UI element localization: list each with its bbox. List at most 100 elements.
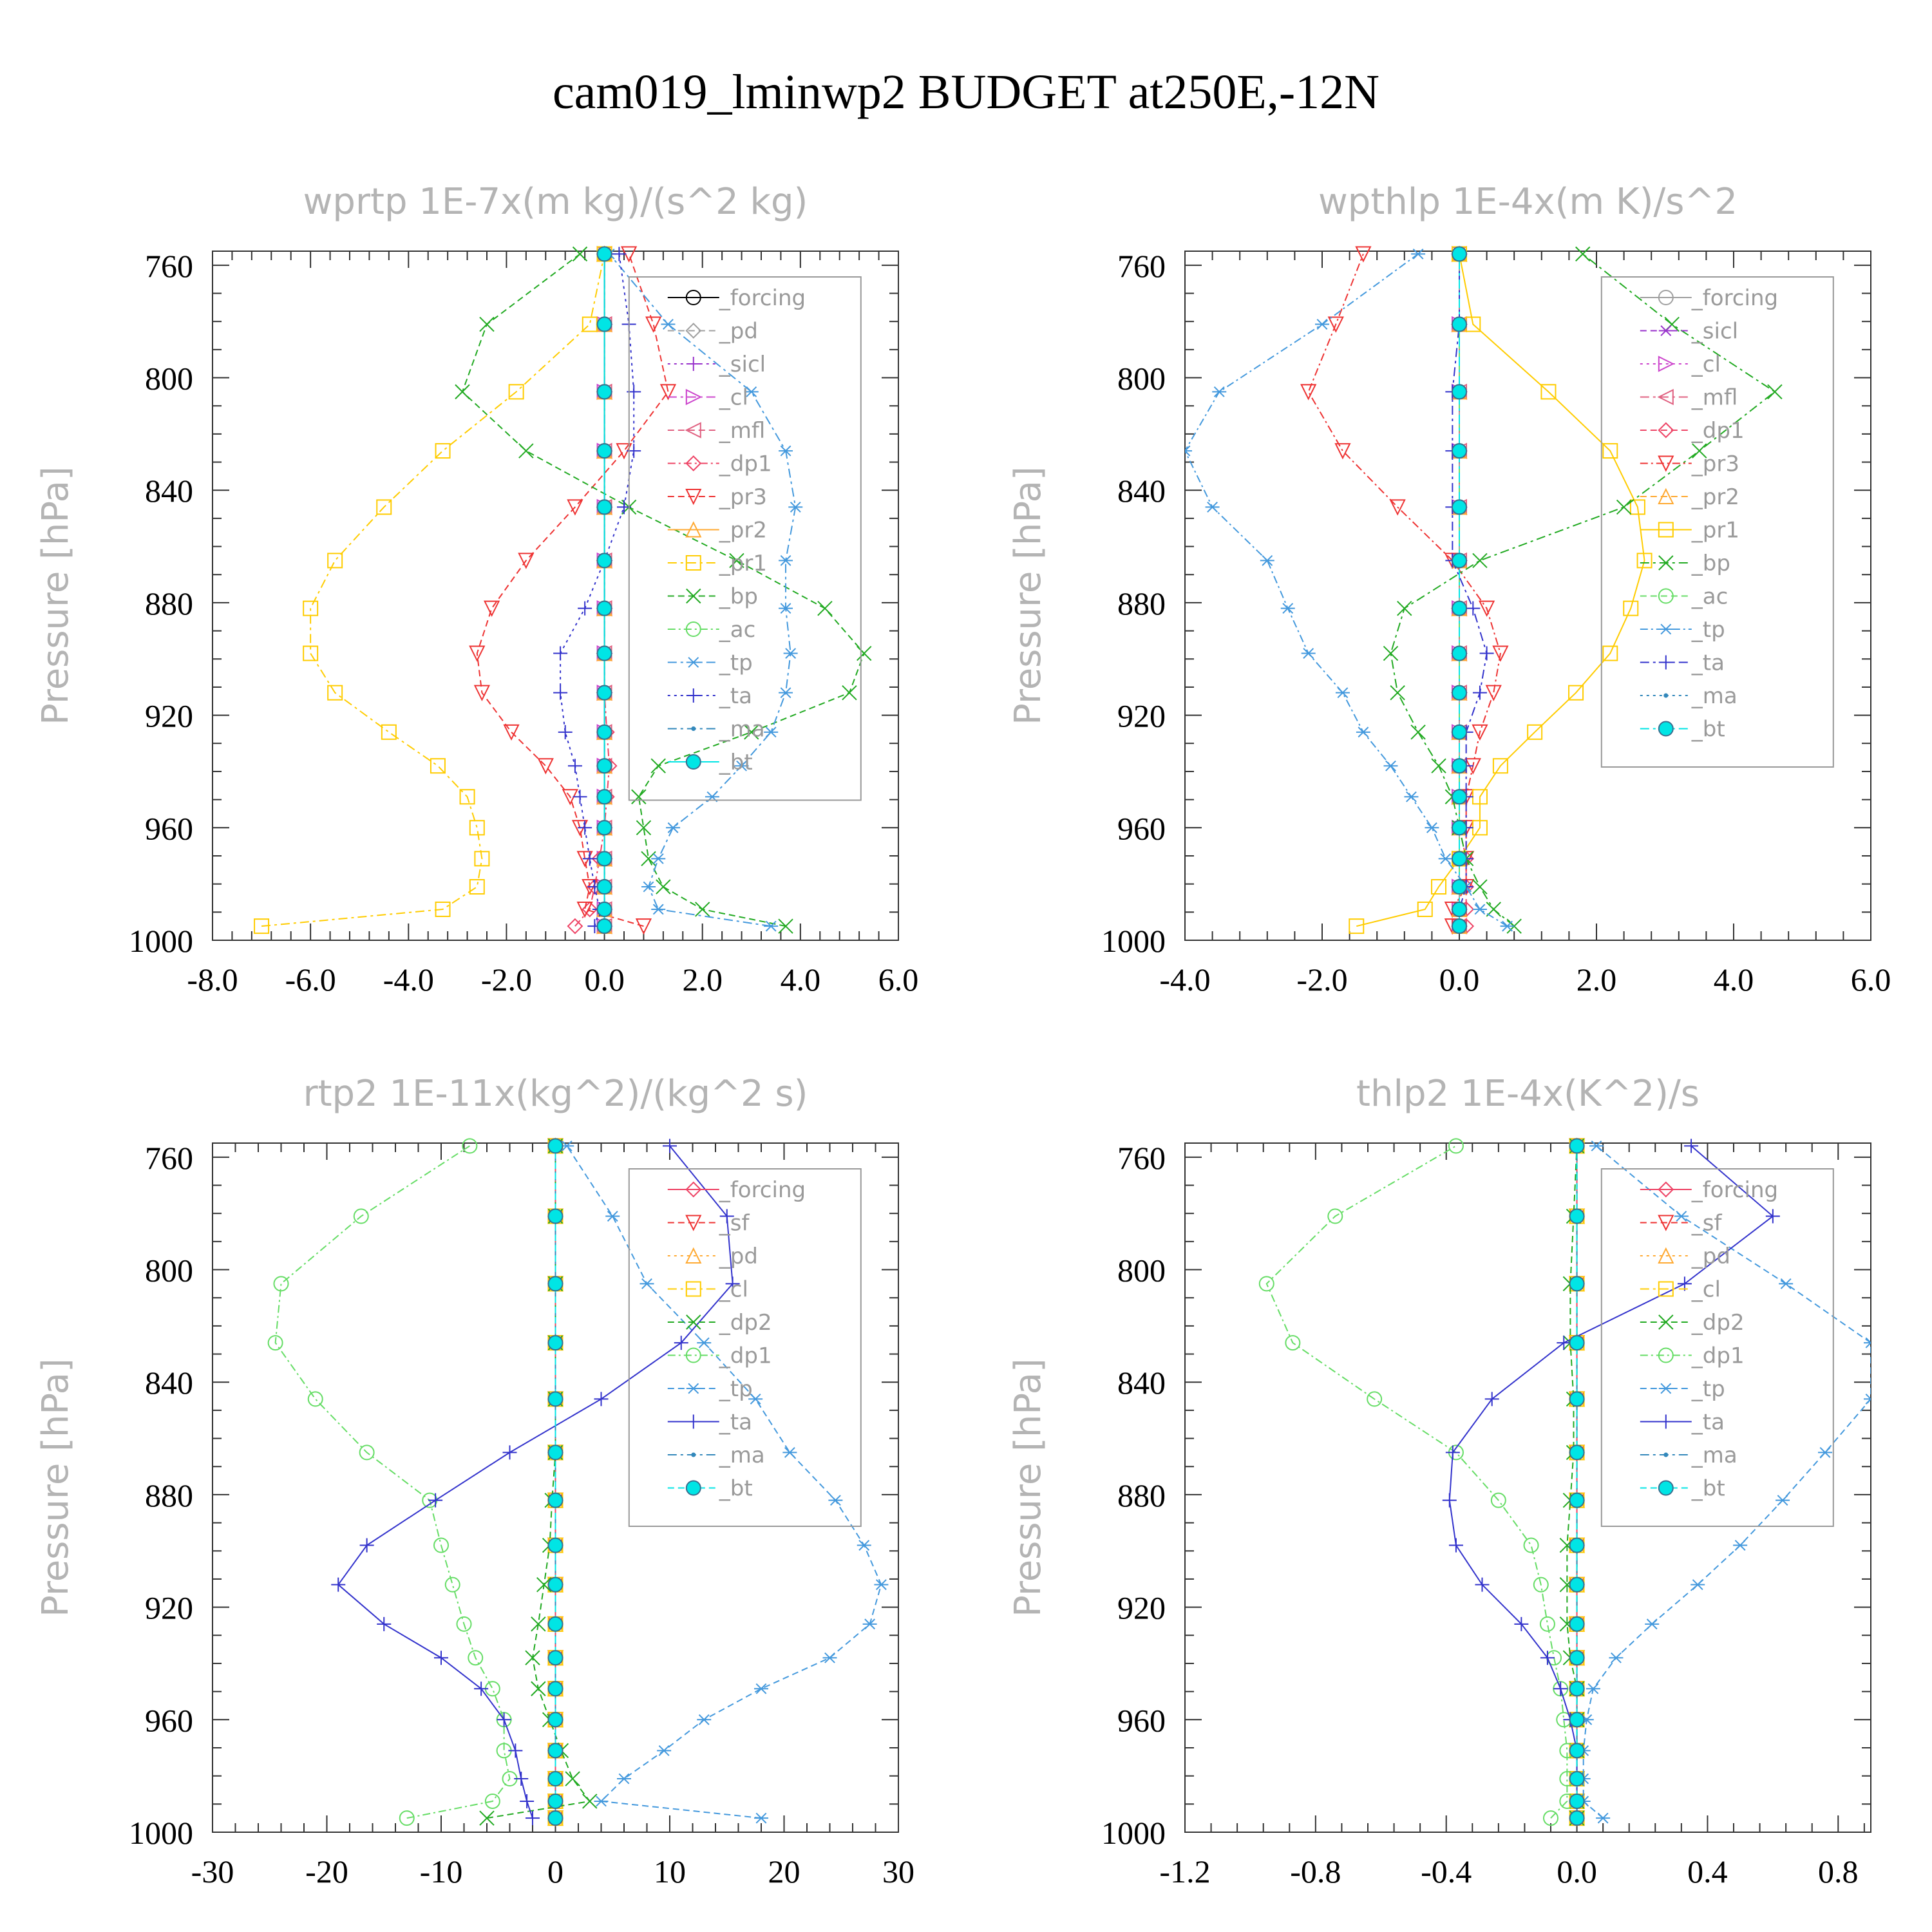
data-point-pr1: [1602, 645, 1618, 661]
data-point-dp1: [399, 1810, 415, 1826]
legend-marker: [686, 588, 701, 604]
data-point-tp: [1733, 1540, 1748, 1551]
x-tick-label: -20: [305, 1853, 348, 1889]
data-point-pr1: [1636, 553, 1653, 569]
y-tick-label: 1000: [1101, 1815, 1166, 1851]
data-point-dp1: [1543, 1810, 1558, 1826]
data-point-pr3: [1492, 645, 1509, 662]
data-point-tp: [874, 1579, 889, 1591]
data-point-tp: [1589, 1140, 1604, 1151]
legend-marker: [686, 1414, 701, 1429]
data-point-tp: [734, 760, 749, 772]
data-point-tp: [788, 502, 803, 513]
data-point-tp: [1864, 1337, 1871, 1349]
data-point-ta: [1479, 646, 1494, 661]
plot-frame: [1184, 1142, 1871, 1833]
data-point-tp: [657, 1745, 672, 1756]
data-point-tp: [782, 1447, 797, 1458]
data-point-bp: [572, 246, 588, 262]
data-point-bt: [1569, 1276, 1585, 1292]
data-point-tp: [1779, 1278, 1794, 1289]
data-point-tp: [1404, 791, 1419, 802]
data-point-bp: [631, 789, 647, 804]
data-point-bt: [1569, 1743, 1585, 1759]
data-point-dp1: [1448, 1138, 1464, 1154]
data-point-pr1: [435, 901, 451, 917]
data-point-ta: [1445, 1445, 1460, 1460]
legend-label: _sf: [719, 1211, 750, 1236]
data-point-bt: [1569, 1650, 1585, 1666]
data-point-ta: [428, 1493, 443, 1508]
data-point-tp: [661, 319, 676, 330]
data-point-bt: [1569, 1138, 1585, 1154]
data-point-bt: [547, 1444, 564, 1461]
data-point-pr1: [1527, 724, 1543, 740]
data-point-ta: [474, 1681, 489, 1696]
data-point-ta: [567, 759, 582, 773]
data-point-pr3: [645, 316, 662, 333]
chart-panel-3: rtp2 1E-11x(kg^2)/(kg^2 s) 760 800 840 880 92…: [35, 1073, 914, 1889]
legend-label: _bt: [1691, 1476, 1725, 1502]
data-point-tp: [617, 1773, 631, 1785]
data-point-dp2: [565, 1771, 580, 1786]
data-point-ta: [434, 1651, 448, 1665]
legend-label: _pr1: [719, 551, 767, 576]
data-point-tp: [1690, 1579, 1705, 1591]
data-point-dp1: [462, 1138, 478, 1154]
data-point-dp1: [468, 1650, 484, 1666]
data-point-pr1: [1417, 901, 1433, 917]
legend-marker: [1658, 1383, 1673, 1394]
legend-label: _forcing: [719, 285, 806, 311]
data-point-dp1: [1490, 1492, 1506, 1508]
legend-label: _cl: [719, 1277, 748, 1303]
legend-box: [1600, 276, 1834, 768]
x-tick-label: 2.0: [1577, 961, 1617, 998]
legend-marker: [686, 1314, 701, 1330]
x-tick-label: 0.0: [1557, 1853, 1597, 1889]
data-point-tp: [1205, 502, 1220, 513]
data-point-bt: [1569, 1577, 1585, 1593]
data-point-bt: [1569, 1712, 1585, 1728]
data-point-bt: [1452, 851, 1467, 867]
data-point-bp: [656, 879, 671, 895]
legend-marker: [1658, 555, 1674, 571]
data-point-dp1: [267, 1335, 283, 1351]
data-point-dp1: [307, 1391, 323, 1407]
data-point-bt: [547, 1208, 564, 1224]
legend-marker: [685, 489, 702, 506]
data-point-pr3: [567, 499, 583, 516]
y-axis-label: Pressure [hPa]: [35, 466, 77, 725]
data-point-ta: [497, 1712, 511, 1727]
data-point-ta: [558, 724, 573, 739]
data-point-pr1: [327, 553, 343, 569]
series-group: [254, 245, 872, 935]
data-point-pr1: [1602, 443, 1618, 459]
legend-label: _bt: [719, 750, 753, 775]
legend-label: _ta: [1691, 650, 1725, 676]
data-point-bt: [547, 1577, 564, 1593]
legend-label: _forcing: [1691, 285, 1778, 311]
data-point-bt: [1569, 1492, 1585, 1508]
data-point-bp: [1575, 246, 1591, 262]
legend-label: _sicl: [719, 352, 766, 377]
y-tick-label: 960: [1117, 810, 1166, 846]
data-point-pr3: [503, 724, 520, 741]
plot-frame: [1184, 251, 1871, 941]
data-point-tp: [779, 687, 793, 699]
data-point-tp: [764, 726, 779, 738]
legend-label: _cl: [1691, 1277, 1721, 1303]
x-tick-label: 0.8: [1818, 1853, 1859, 1889]
legend-marker: [685, 754, 701, 770]
series-line-dp2: [1566, 1146, 1578, 1819]
legend-marker: [1663, 1452, 1669, 1457]
data-point-tp: [764, 920, 779, 932]
legend-marker: [686, 1383, 701, 1394]
data-point-pr1: [1568, 685, 1584, 701]
x-tick-label: -2.0: [481, 961, 532, 998]
x-tick-label: -30: [191, 1853, 234, 1889]
data-point-ta: [1684, 1139, 1699, 1153]
data-point-bt: [596, 645, 612, 661]
data-point-bp: [650, 758, 666, 773]
legend-marker: [686, 357, 701, 371]
data-point-dp1: [1367, 1391, 1383, 1407]
